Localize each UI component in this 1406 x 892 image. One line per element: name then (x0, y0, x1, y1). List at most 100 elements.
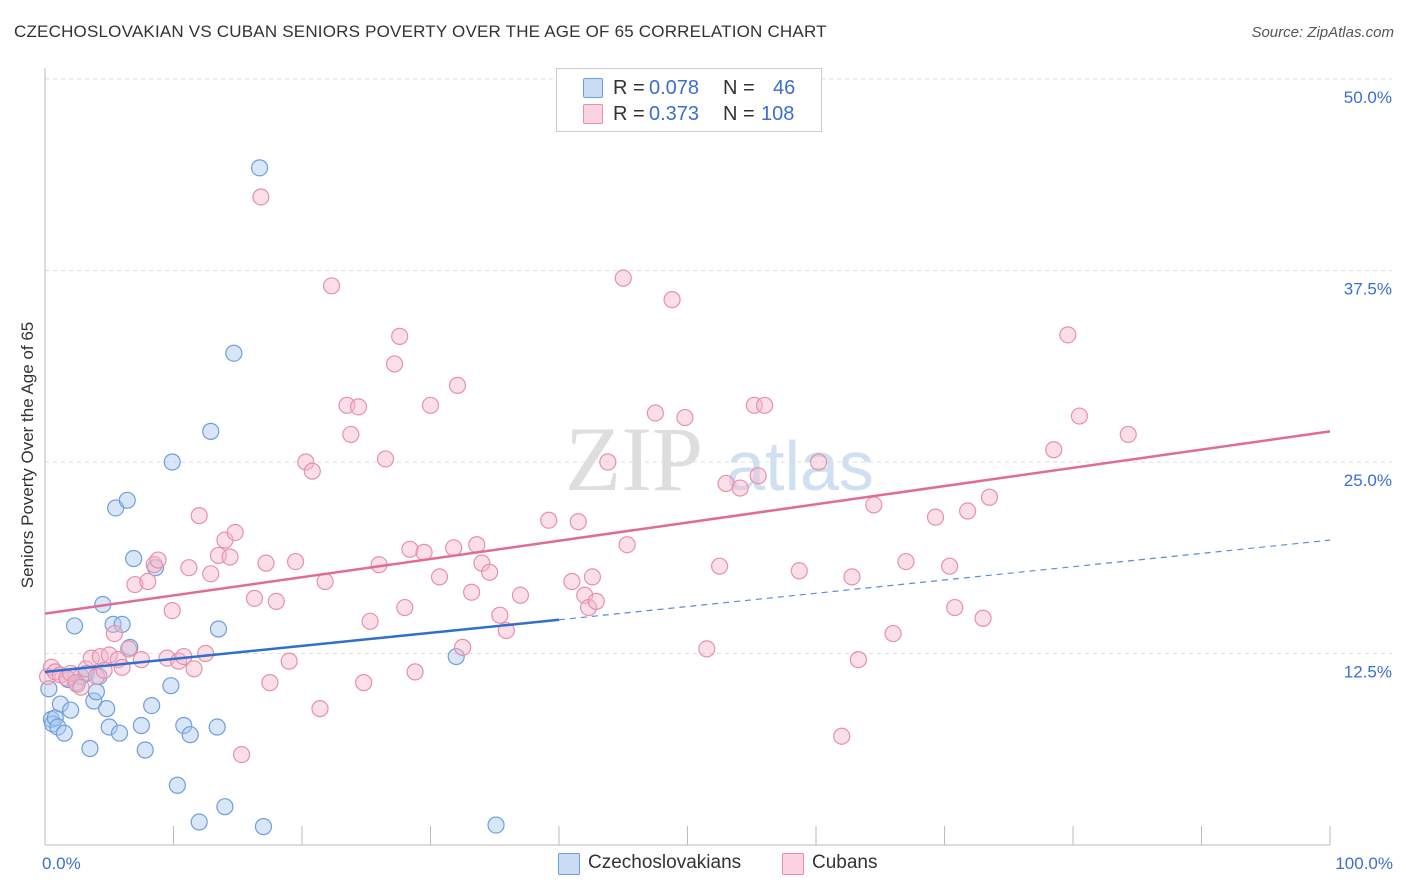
x-tick-label-max: 100.0% (1335, 854, 1393, 873)
cuban-point (119, 640, 138, 658)
czech-trend-extension (558, 539, 1331, 621)
cuban-point (897, 552, 915, 571)
cuban-point (980, 488, 999, 506)
cuban-point (401, 540, 419, 558)
cuban-point (221, 548, 239, 566)
czech-point (225, 344, 243, 362)
y-tick-label: 25.0% (1344, 471, 1392, 490)
czech-point (208, 718, 226, 736)
legend-r-label: R = (613, 103, 645, 125)
series-cubans (38, 188, 1137, 764)
cuban-point (355, 674, 373, 692)
cuban-point (711, 557, 729, 575)
cuban-point (72, 678, 90, 696)
cuban-point (342, 425, 360, 444)
cuban-point (311, 700, 329, 718)
cuban-point (843, 568, 861, 586)
series-czechoslovakians (40, 159, 505, 836)
czech-point (190, 813, 208, 831)
cuban-point (468, 536, 486, 554)
cuban-point (618, 536, 636, 554)
cuban-point (1070, 407, 1089, 425)
cuban-point (421, 396, 440, 414)
cuban-point (303, 462, 321, 480)
trend-lines (44, 430, 1331, 674)
cuban-point (105, 624, 123, 643)
cuban-point (587, 592, 605, 611)
cuban-point (226, 523, 244, 542)
czech-point (162, 677, 180, 695)
cuban-point (286, 552, 305, 571)
cuban-point (491, 606, 509, 624)
cuban-point (448, 376, 467, 394)
legend-r-value: 0.373 (649, 103, 700, 125)
cuban-point (185, 660, 203, 678)
correlation-legend: R = 0.078 N = 46 R = 0.373 N = 108 (556, 68, 822, 132)
czech-point (447, 647, 465, 666)
cuban-point (190, 507, 208, 525)
cuban-point (197, 644, 215, 663)
cuban-point (865, 496, 883, 514)
cuban-point (974, 609, 992, 627)
cuban-point (322, 277, 341, 295)
watermark-zip: ZIP (565, 408, 703, 510)
czech-point (136, 741, 154, 759)
legend-swatch-cuban (583, 104, 603, 124)
czech-point (49, 718, 67, 736)
legend-n-value: 108 (761, 103, 795, 125)
cuban-point (614, 269, 632, 287)
czech-point (55, 724, 73, 742)
cuban-point (391, 327, 409, 345)
czech-point (62, 701, 80, 719)
cuban-point (676, 408, 694, 427)
cuban-point (297, 453, 315, 471)
cuban-point (113, 658, 131, 676)
cuban-point (180, 559, 198, 577)
cuban-point (139, 572, 157, 591)
cuban-point (349, 398, 368, 416)
czech-point (100, 718, 118, 736)
czech-point (175, 716, 193, 735)
cuban-point (376, 450, 395, 468)
czech-point (163, 453, 181, 471)
cuban-point (833, 727, 851, 745)
cuban-point (445, 539, 463, 557)
czech-point (110, 724, 129, 742)
cuban-point (646, 404, 664, 422)
czech-point (202, 422, 220, 440)
cuban-point (454, 638, 472, 656)
legend-n-value: 46 (773, 77, 796, 99)
cuban-point (233, 746, 251, 764)
czech-point (216, 798, 234, 816)
cuban-point (132, 651, 150, 669)
cuban-point (755, 396, 774, 414)
cuban-point (280, 652, 298, 670)
czech-point (254, 818, 273, 836)
cuban-point (481, 563, 499, 581)
cuban-point (663, 291, 681, 309)
cuban-point (385, 355, 404, 373)
cuban-point (511, 586, 530, 604)
cuban-point (946, 598, 964, 617)
czech-point (168, 776, 186, 794)
cuban-point (790, 562, 808, 580)
czech-point (209, 620, 228, 638)
czech-point (181, 726, 199, 744)
czech-point (250, 159, 269, 177)
czech-point (65, 617, 84, 635)
cuban-point (884, 624, 902, 643)
legend-n-label: N = (723, 103, 755, 125)
czech-point (40, 680, 58, 698)
cuban-point (599, 453, 617, 471)
cuban-point (731, 479, 749, 497)
y-axis-label: Seniors Poverty Over the Age of 65 (18, 321, 37, 589)
cuban-point (1045, 441, 1063, 459)
cuban-point (540, 511, 558, 529)
cuban-point (749, 467, 767, 485)
cuban-point (849, 651, 868, 669)
legend-swatch-cubans (782, 853, 804, 875)
czech-point (143, 696, 161, 715)
cuban-point (396, 598, 414, 617)
legend-label-czechoslovakians: Czechoslovakians (588, 852, 742, 873)
